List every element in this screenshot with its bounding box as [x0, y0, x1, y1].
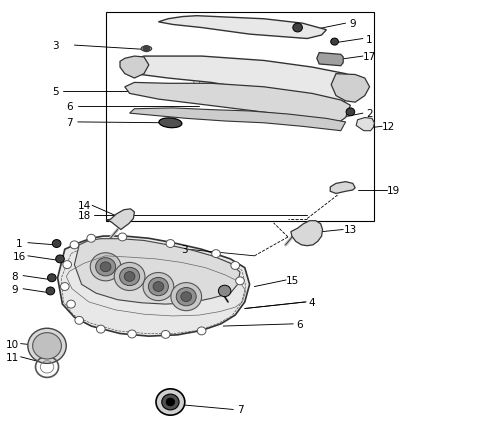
- Circle shape: [118, 233, 127, 241]
- Circle shape: [156, 389, 185, 415]
- Polygon shape: [58, 237, 250, 336]
- Circle shape: [143, 273, 174, 301]
- Circle shape: [114, 263, 145, 291]
- Polygon shape: [120, 57, 149, 79]
- Circle shape: [236, 277, 244, 285]
- Circle shape: [143, 46, 150, 53]
- Circle shape: [181, 292, 192, 302]
- Text: 12: 12: [382, 122, 396, 132]
- Circle shape: [212, 250, 220, 258]
- Circle shape: [331, 39, 338, 46]
- Circle shape: [148, 278, 168, 296]
- Circle shape: [162, 394, 179, 410]
- Text: 14: 14: [77, 201, 91, 211]
- Circle shape: [161, 331, 170, 339]
- Circle shape: [63, 261, 72, 269]
- Polygon shape: [291, 221, 323, 246]
- Text: 15: 15: [286, 276, 300, 285]
- Text: 7: 7: [66, 118, 73, 127]
- Circle shape: [128, 330, 136, 338]
- Circle shape: [166, 240, 175, 248]
- Circle shape: [48, 274, 56, 282]
- Text: 1: 1: [366, 35, 373, 44]
- Circle shape: [52, 240, 61, 248]
- Circle shape: [87, 235, 96, 243]
- Text: 17: 17: [363, 52, 376, 62]
- Text: 3: 3: [52, 41, 59, 51]
- Text: 9: 9: [349, 19, 356, 29]
- Text: 6: 6: [297, 319, 303, 329]
- Text: 19: 19: [387, 186, 400, 195]
- Circle shape: [171, 283, 202, 311]
- Polygon shape: [130, 109, 346, 131]
- Circle shape: [166, 398, 175, 406]
- Polygon shape: [331, 74, 370, 103]
- Text: 3: 3: [181, 245, 188, 254]
- Ellipse shape: [141, 47, 152, 52]
- Text: 6: 6: [66, 102, 73, 111]
- Text: 8: 8: [11, 271, 18, 281]
- Circle shape: [28, 328, 66, 364]
- Text: 16: 16: [12, 251, 26, 261]
- Text: 18: 18: [77, 211, 91, 221]
- Circle shape: [46, 287, 55, 295]
- Text: 2: 2: [366, 109, 373, 119]
- Circle shape: [67, 300, 75, 308]
- Circle shape: [176, 288, 196, 306]
- Polygon shape: [158, 17, 326, 39]
- Circle shape: [218, 286, 231, 297]
- Circle shape: [96, 258, 116, 276]
- Circle shape: [90, 253, 121, 281]
- Circle shape: [231, 262, 240, 270]
- Text: 9: 9: [11, 284, 18, 294]
- Circle shape: [197, 327, 206, 335]
- Circle shape: [124, 272, 135, 282]
- Text: 7: 7: [237, 405, 243, 414]
- Polygon shape: [317, 53, 343, 67]
- Polygon shape: [107, 209, 134, 230]
- Circle shape: [60, 283, 69, 291]
- Circle shape: [56, 255, 64, 263]
- Circle shape: [70, 241, 79, 249]
- Polygon shape: [74, 239, 240, 304]
- Text: 1: 1: [16, 238, 23, 248]
- Circle shape: [346, 109, 355, 117]
- Circle shape: [293, 24, 302, 33]
- Ellipse shape: [159, 119, 182, 128]
- Circle shape: [96, 325, 105, 333]
- Polygon shape: [125, 57, 355, 105]
- Circle shape: [100, 262, 111, 272]
- Text: 4: 4: [309, 297, 315, 307]
- Text: 11: 11: [5, 352, 19, 362]
- Circle shape: [33, 333, 61, 359]
- Polygon shape: [330, 182, 355, 194]
- Circle shape: [153, 282, 164, 292]
- Circle shape: [120, 268, 140, 286]
- Bar: [106, 13, 374, 221]
- Text: 5: 5: [52, 87, 59, 97]
- Polygon shape: [125, 83, 350, 125]
- Text: 10: 10: [5, 339, 19, 349]
- Polygon shape: [356, 118, 374, 131]
- Circle shape: [75, 317, 84, 325]
- Text: 13: 13: [344, 225, 357, 235]
